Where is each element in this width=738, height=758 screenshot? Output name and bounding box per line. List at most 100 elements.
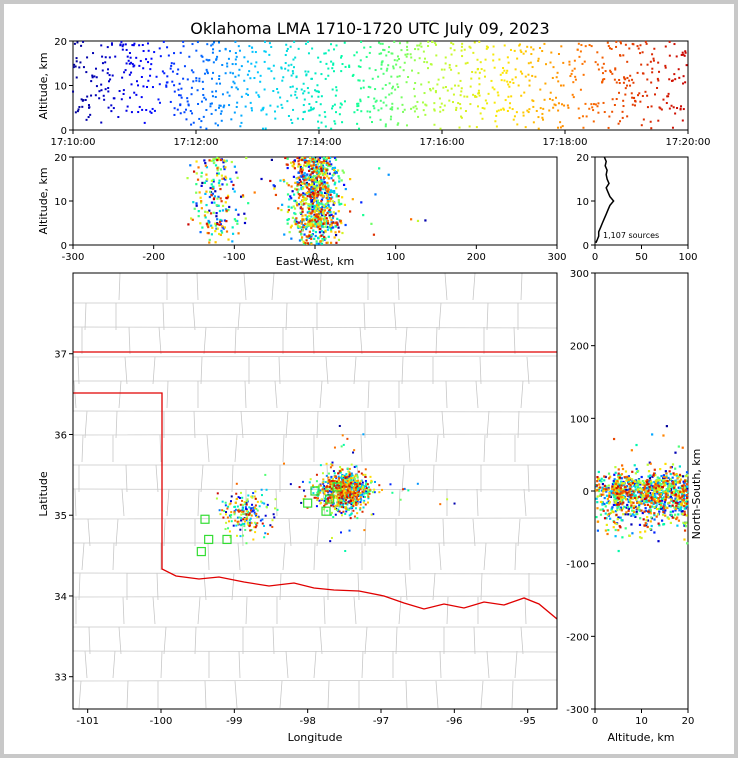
source-point [524,50,527,53]
source-point [686,496,689,499]
source-point [431,40,434,43]
source-point [354,503,357,506]
source-point [595,484,599,487]
source-point [313,210,316,213]
source-point [296,224,300,227]
source-point [333,483,336,486]
source-point [632,491,636,494]
source-point [649,504,652,507]
source-point [291,121,294,124]
source-point [302,177,305,181]
source-point [621,110,624,113]
source-point [628,495,631,498]
source-point [665,488,668,491]
source-point [210,194,213,197]
source-point [620,502,623,505]
source-point [359,480,362,483]
source-point [582,73,585,76]
source-point [320,73,323,76]
source-point [75,76,78,79]
source-point [327,184,330,187]
y-tick-label: 20 [54,37,67,48]
source-point [507,83,510,86]
source-point [631,493,634,496]
source-point [207,221,210,224]
source-point [240,519,243,522]
source-point [513,115,516,118]
source-point [382,101,385,104]
source-point [625,492,628,495]
source-point [613,494,616,497]
source-point [338,486,341,489]
source-point [388,82,391,85]
source-point [75,60,78,63]
source-point [607,487,610,490]
source-point [330,496,333,499]
source-point [289,45,292,48]
source-point [414,82,417,85]
source-point [311,202,314,205]
source-point [645,480,648,483]
source-point [607,472,611,475]
source-point [289,226,293,229]
source-point [631,513,634,516]
source-point [361,487,364,490]
source-point [256,500,259,503]
source-point [229,500,232,503]
x-tick-label: -98 [299,716,315,727]
source-point [672,501,675,504]
source-point [323,209,327,212]
source-point [364,475,367,478]
source-point [354,482,357,485]
source-point [642,118,645,121]
source-point [490,79,493,82]
source-point [628,47,631,50]
source-point [310,237,313,240]
source-point [403,61,406,64]
source-point [658,493,661,496]
station-marker [204,534,214,545]
source-point [197,215,200,218]
source-point [316,181,319,184]
source-point [338,180,341,183]
source-point [357,495,360,498]
source-point [422,50,425,53]
source-point [325,163,328,166]
source-point [682,513,685,516]
source-point [601,66,604,69]
source-point [307,109,310,112]
source-point [653,512,656,515]
source-point [309,198,312,201]
source-point [631,532,634,535]
source-point [604,488,608,491]
source-point [645,486,648,490]
source-point [568,63,571,66]
source-point [469,46,472,49]
source-point [255,514,258,517]
source-point [325,462,328,465]
source-point [306,87,309,90]
source-point [219,218,222,222]
source-point [341,485,344,488]
source-point [259,74,262,77]
source-point [258,95,261,98]
source-point [601,56,604,59]
source-point [323,238,326,241]
source-point [625,498,628,501]
source-point [141,43,144,46]
source-point [485,45,488,48]
source-point [86,95,89,98]
source-point [617,487,620,490]
source-point [351,501,354,504]
source-point [385,104,388,107]
source-point [681,475,685,478]
source-point [645,519,648,522]
source-point [311,181,314,184]
source-point [217,158,220,161]
source-point [391,106,394,109]
source-point [332,63,335,66]
source-point [310,95,313,98]
source-point [365,492,368,495]
source-point [310,179,313,182]
source-point [223,167,226,171]
